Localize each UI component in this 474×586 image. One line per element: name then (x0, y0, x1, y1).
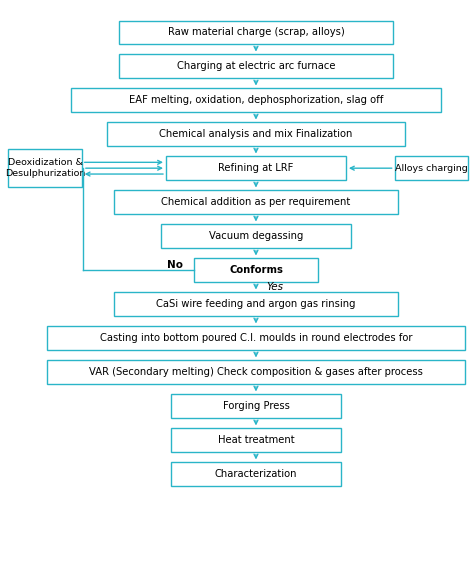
FancyBboxPatch shape (47, 360, 465, 384)
Text: Yes: Yes (266, 282, 283, 292)
Text: Vacuum degassing: Vacuum degassing (209, 231, 303, 241)
Text: No: No (167, 260, 183, 271)
Text: Forging Press: Forging Press (222, 401, 290, 411)
FancyBboxPatch shape (114, 292, 398, 316)
Text: Conforms: Conforms (229, 265, 283, 275)
FancyBboxPatch shape (107, 122, 405, 146)
Text: VAR (Secondary melting) Check composition & gases after process: VAR (Secondary melting) Check compositio… (89, 367, 423, 377)
FancyBboxPatch shape (166, 156, 346, 180)
FancyBboxPatch shape (118, 54, 393, 78)
Text: Alloys charging: Alloys charging (395, 163, 468, 173)
Text: CaSi wire feeding and argon gas rinsing: CaSi wire feeding and argon gas rinsing (156, 299, 356, 309)
Text: Characterization: Characterization (215, 469, 297, 479)
Text: Chemical analysis and mix Finalization: Chemical analysis and mix Finalization (159, 129, 353, 139)
Text: Chemical addition as per requirement: Chemical addition as per requirement (161, 197, 351, 207)
FancyBboxPatch shape (47, 326, 465, 350)
Text: Refining at LRF: Refining at LRF (218, 163, 294, 173)
FancyBboxPatch shape (194, 258, 318, 282)
Text: Charging at electric arc furnace: Charging at electric arc furnace (177, 61, 335, 71)
Text: Heat treatment: Heat treatment (218, 435, 294, 445)
FancyBboxPatch shape (71, 88, 441, 112)
Text: Casting into bottom poured C.I. moulds in round electrodes for: Casting into bottom poured C.I. moulds i… (100, 333, 412, 343)
FancyBboxPatch shape (161, 224, 351, 248)
Text: EAF melting, oxidation, dephosphorization, slag off: EAF melting, oxidation, dephosphorizatio… (129, 95, 383, 105)
FancyBboxPatch shape (394, 156, 468, 180)
FancyBboxPatch shape (114, 190, 398, 214)
Text: Deoxidization &
Desulphurization: Deoxidization & Desulphurization (5, 158, 85, 178)
FancyBboxPatch shape (171, 394, 341, 418)
FancyBboxPatch shape (118, 21, 393, 44)
FancyBboxPatch shape (171, 462, 341, 486)
FancyBboxPatch shape (171, 428, 341, 452)
FancyBboxPatch shape (8, 149, 82, 188)
Text: Raw material charge (scrap, alloys): Raw material charge (scrap, alloys) (168, 27, 344, 38)
